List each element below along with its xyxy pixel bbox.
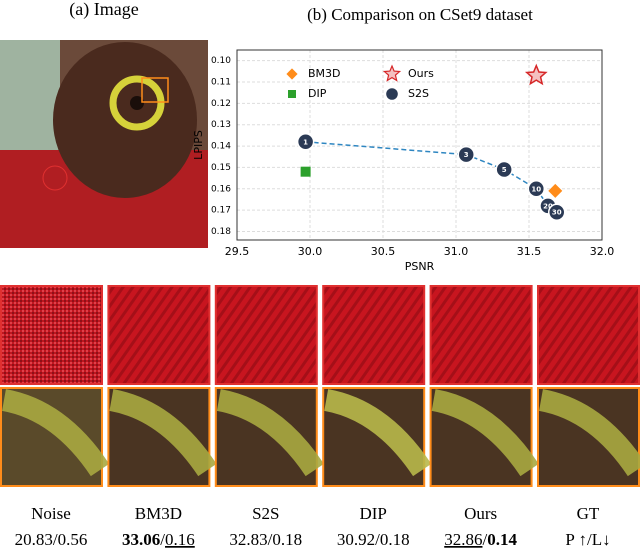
point-label: 1	[303, 138, 308, 146]
chart-title: (b) Comparison on CSet9 dataset	[307, 5, 533, 24]
metric-part: 20.83	[15, 530, 53, 549]
method-name: GT	[577, 504, 600, 523]
marker-circle	[547, 203, 566, 221]
metric: 33.06/0.16	[122, 530, 195, 549]
eye-patch	[107, 387, 217, 487]
point-label: 20	[543, 202, 553, 210]
texture-patch	[107, 285, 211, 385]
point-label: 10	[531, 185, 541, 193]
metric: 20.83/0.56	[15, 530, 88, 549]
eye-stroke	[1, 389, 110, 477]
method-name: BM3D	[135, 504, 182, 523]
metric-part: /	[53, 530, 58, 549]
metric-part: /	[375, 530, 380, 549]
texture-patch	[0, 285, 103, 385]
method-name: S2S	[252, 504, 279, 523]
method-name: DIP	[359, 504, 386, 523]
y-axis-label: LPIPS	[192, 130, 205, 160]
marker-circle	[296, 133, 315, 151]
marker-square	[288, 90, 296, 98]
x-tick-label: 32.0	[590, 245, 615, 258]
legend-label: DIP	[308, 87, 327, 100]
metric-part: 0.18	[272, 530, 302, 549]
metric-part: P ↑	[565, 530, 587, 549]
point-label: 30	[552, 209, 562, 217]
metric-part: 0.14	[487, 530, 517, 549]
method-name: Ours	[464, 504, 497, 523]
x-tick-label: 31.5	[517, 245, 542, 258]
metric-part: 33.06	[122, 530, 160, 549]
y-tick-label: 0.14	[211, 142, 231, 152]
marker-star	[382, 64, 402, 82]
metric-part: /	[160, 530, 165, 549]
point-label: 3	[464, 151, 469, 159]
metric-part: 0.18	[380, 530, 410, 549]
eye-patch	[429, 387, 539, 487]
legend-label: Ours	[408, 67, 434, 80]
y-tick-label: 0.16	[211, 184, 231, 194]
eye-stroke	[109, 389, 217, 477]
texture-patch	[214, 285, 318, 385]
eye-patch	[322, 387, 432, 487]
y-tick-label: 0.11	[211, 78, 231, 88]
y-tick-label: 0.18	[211, 227, 231, 237]
metric-part: /	[482, 530, 487, 549]
eye-stroke	[431, 389, 539, 477]
metric-part: /	[268, 530, 273, 549]
legend-label: BM3D	[308, 67, 341, 80]
eye-stroke	[323, 389, 432, 477]
eye-patch	[0, 387, 110, 487]
texture-patch	[429, 285, 533, 385]
panel-title: (a) Image	[69, 0, 138, 20]
x-axis-label: PSNR	[405, 260, 435, 273]
metric-part: L↓	[592, 530, 611, 549]
eye-patch	[214, 387, 324, 487]
marker-circle	[384, 86, 399, 101]
marker-circle	[457, 145, 475, 164]
eye-stroke	[538, 389, 640, 477]
metric-part: 0.16	[165, 530, 195, 549]
y-tick-label: 0.10	[211, 56, 231, 66]
plot-frame	[236, 49, 603, 241]
metric: 32.83/0.18	[229, 530, 302, 549]
texture-patch	[322, 285, 426, 385]
marker-diamond	[286, 68, 298, 80]
y-tick-label: 0.12	[211, 99, 231, 109]
legend-label: S2S	[408, 87, 429, 100]
x-tick-label: 30.5	[371, 245, 396, 258]
texture-patch	[537, 285, 640, 385]
marker-square	[300, 166, 311, 177]
x-tick-label: 30.0	[298, 245, 323, 258]
series-line	[305, 141, 558, 213]
x-tick-label: 31.0	[444, 245, 469, 258]
metric: 32.86/0.14	[444, 530, 517, 549]
metric: 30.92/0.18	[337, 530, 410, 549]
eye-patch	[537, 387, 640, 487]
photo	[0, 40, 208, 248]
marker-star	[524, 63, 548, 86]
metric: P ↑/L↓	[565, 530, 610, 549]
marker-circle	[495, 160, 513, 179]
metric-part: 30.92	[337, 530, 375, 549]
y-tick-label: 0.17	[211, 206, 231, 216]
x-tick-label: 29.5	[225, 245, 250, 258]
method-name: Noise	[31, 504, 71, 523]
y-tick-label: 0.15	[211, 163, 231, 173]
metric-part: /	[587, 530, 592, 549]
y-tick-label: 0.13	[211, 120, 231, 130]
point-label: 5	[502, 166, 507, 174]
marker-diamond	[548, 183, 563, 198]
eye-stroke	[216, 389, 324, 477]
metric-part: 32.83	[229, 530, 267, 549]
metric-part: 0.56	[58, 530, 88, 549]
metric-part: 32.86	[444, 530, 482, 549]
marker-circle	[527, 180, 546, 198]
